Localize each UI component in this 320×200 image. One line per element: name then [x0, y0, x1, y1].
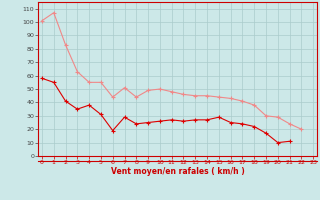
X-axis label: Vent moyen/en rafales ( km/h ): Vent moyen/en rafales ( km/h ): [111, 167, 244, 176]
